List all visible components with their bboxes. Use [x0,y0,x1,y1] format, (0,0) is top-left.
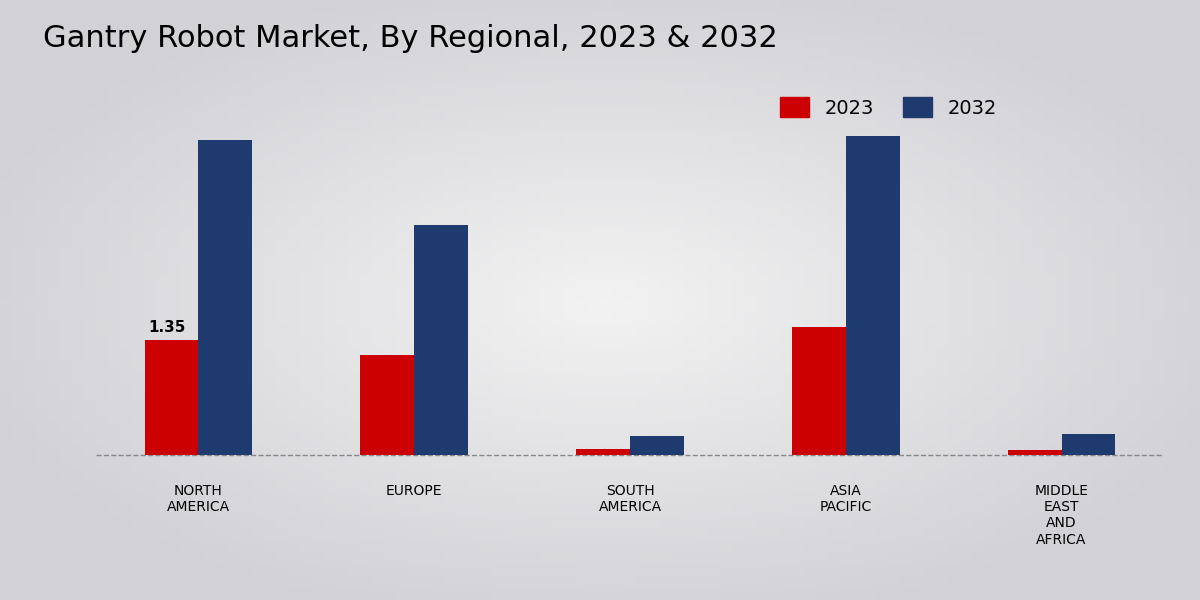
Bar [630,436,684,455]
Bar [846,136,900,455]
Legend: 2023, 2032: 2023, 2032 [772,89,1004,126]
Text: Gantry Robot Market, By Regional, 2023 & 2032: Gantry Robot Market, By Regional, 2023 &… [43,24,778,53]
Bar [414,225,468,455]
Bar [792,328,846,455]
Bar [360,355,414,455]
Bar [1062,434,1116,455]
Bar [576,449,630,455]
Text: 1.35: 1.35 [149,320,186,335]
Bar [144,340,198,455]
Bar [1008,450,1062,455]
Bar [198,140,252,455]
